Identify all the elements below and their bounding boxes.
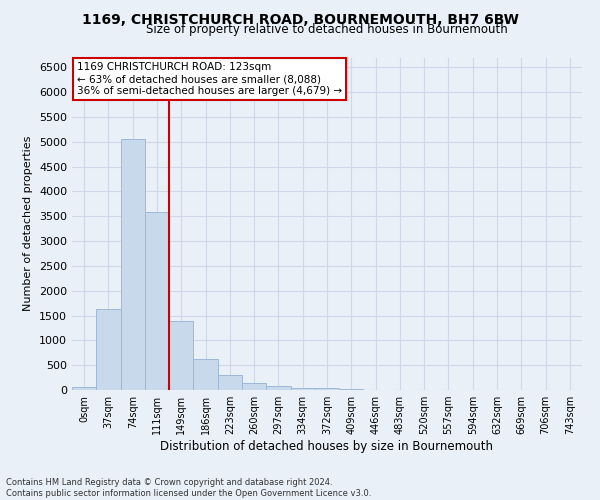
Title: Size of property relative to detached houses in Bournemouth: Size of property relative to detached ho… (146, 22, 508, 36)
Bar (72, 386, 96, 390)
Bar (96, 308, 121, 390)
Y-axis label: Number of detached properties: Number of detached properties (23, 136, 34, 312)
Bar (339, 388, 364, 390)
Bar (218, 375, 242, 390)
Bar (315, 388, 339, 390)
Bar (169, 320, 193, 390)
Text: 1169, CHRISTCHURCH ROAD, BOURNEMOUTH, BH7 6BW: 1169, CHRISTCHURCH ROAD, BOURNEMOUTH, BH… (82, 12, 518, 26)
Text: Contains HM Land Registry data © Crown copyright and database right 2024.
Contai: Contains HM Land Registry data © Crown c… (6, 478, 371, 498)
Bar (145, 212, 169, 390)
Text: 1169 CHRISTCHURCH ROAD: 123sqm
← 63% of detached houses are smaller (8,088)
36% : 1169 CHRISTCHURCH ROAD: 123sqm ← 63% of … (77, 62, 342, 96)
X-axis label: Distribution of detached houses by size in Bournemouth: Distribution of detached houses by size … (161, 440, 493, 453)
Bar (121, 139, 145, 390)
Bar (242, 383, 266, 390)
Bar (266, 386, 290, 390)
Bar (193, 359, 218, 390)
Bar (290, 388, 315, 390)
